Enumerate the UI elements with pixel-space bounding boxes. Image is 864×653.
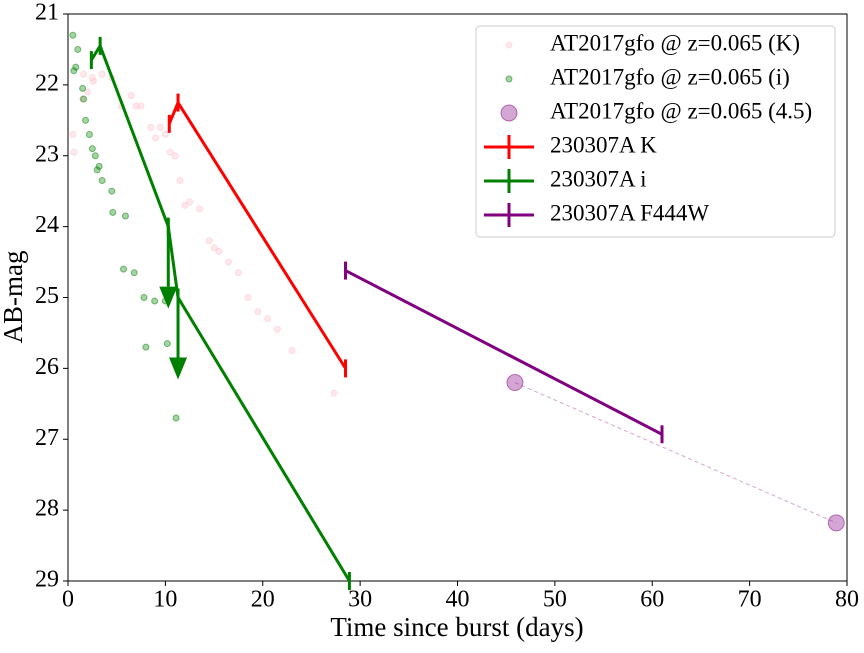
data-point: [69, 31, 77, 39]
legend: AT2017gfo @ z=0.065 (K) AT2017gfo @ z=0.0…: [475, 25, 836, 238]
data-point: [82, 116, 90, 124]
data-point: [506, 374, 524, 392]
legend-marker: [505, 75, 513, 83]
limit-arrow-head: [159, 286, 178, 309]
data-point: [205, 237, 213, 245]
data-point: [157, 123, 165, 131]
data-point: [166, 148, 174, 156]
data-point: [273, 325, 281, 333]
x-tick-label: 30: [348, 587, 372, 613]
data-point: [137, 102, 145, 110]
data-point: [151, 297, 159, 305]
data-point: [85, 130, 93, 138]
y-tick-label: 25: [35, 283, 59, 309]
x-axis-label: Time since burst (days): [330, 612, 583, 642]
data-point: [109, 208, 117, 216]
y-tick-label: 21: [35, 0, 59, 26]
limit-arrow-head: [169, 357, 188, 380]
data-point: [172, 414, 180, 422]
data-point: [234, 269, 242, 277]
data-point: [127, 92, 135, 100]
data-point: [70, 67, 78, 75]
data-point: [210, 244, 218, 252]
data-point: [132, 102, 140, 110]
y-tick-label: 23: [35, 141, 59, 167]
data-point: [80, 95, 88, 103]
data-point: [181, 201, 189, 209]
data-point: [83, 88, 91, 96]
data-point: [254, 308, 262, 316]
legend-label: AT2017gfo @ z=0.065 (K): [550, 30, 800, 55]
legend-frame: [475, 25, 836, 238]
y-tick-label: 26: [35, 354, 59, 380]
link-line: [514, 382, 837, 524]
data-point: [70, 148, 78, 156]
legend-label: 230307A i: [550, 166, 646, 191]
data-point: [140, 294, 148, 301]
legend-marker: [505, 41, 513, 49]
data-point: [264, 315, 272, 323]
legend-label: AT2017gfo @ z=0.065 (i): [550, 64, 790, 89]
data-point: [121, 212, 129, 220]
data-point: [98, 70, 106, 78]
y-tick-label: 28: [35, 496, 59, 522]
legend-label: 230307A F444W: [550, 200, 709, 225]
data-point: [120, 265, 128, 273]
data-point: [186, 198, 194, 206]
x-tick-label: 50: [543, 587, 567, 613]
data-point: [80, 70, 88, 78]
data-point: [88, 145, 96, 153]
data-point: [171, 152, 179, 160]
data-point: [91, 152, 99, 160]
data-point: [288, 347, 296, 355]
y-tick-label: 27: [35, 425, 59, 451]
data-point: [195, 205, 203, 213]
x-tick-label: 40: [446, 587, 470, 613]
data-point: [130, 269, 138, 277]
data-point: [827, 514, 845, 532]
data-point: [89, 77, 97, 85]
legend-label: AT2017gfo @ z=0.065 (4.5): [550, 98, 812, 123]
data-point: [161, 130, 169, 138]
data-point: [215, 247, 223, 255]
x-tick-label: 60: [640, 587, 664, 613]
legend-marker: [500, 104, 518, 122]
x-tick-label: 80: [835, 587, 859, 613]
data-point: [69, 130, 77, 138]
data-point: [74, 45, 82, 53]
data-point: [93, 166, 101, 174]
data-point: [79, 84, 87, 92]
x-tick-label: 20: [251, 587, 275, 613]
x-tick-label: 10: [153, 587, 177, 613]
data-point: [108, 187, 116, 195]
series-line: [344, 269, 663, 436]
data-point: [244, 294, 252, 301]
y-tick-label: 24: [35, 212, 59, 238]
data-point: [330, 389, 338, 397]
data-point: [225, 258, 233, 266]
data-point: [163, 340, 171, 348]
y-tick-label: 22: [35, 70, 59, 96]
data-point: [95, 162, 103, 170]
data-point: [176, 177, 184, 185]
data-point: [152, 134, 160, 142]
y-axis-label: AB-mag: [0, 251, 28, 344]
legend-label: 230307A K: [550, 132, 657, 157]
data-point: [72, 63, 80, 71]
data-point: [147, 123, 155, 131]
x-tick-label: 0: [62, 587, 74, 613]
data-point: [98, 177, 106, 185]
y-tick-label: 29: [35, 567, 59, 593]
x-tick-label: 70: [738, 587, 762, 613]
data-point: [142, 343, 150, 351]
